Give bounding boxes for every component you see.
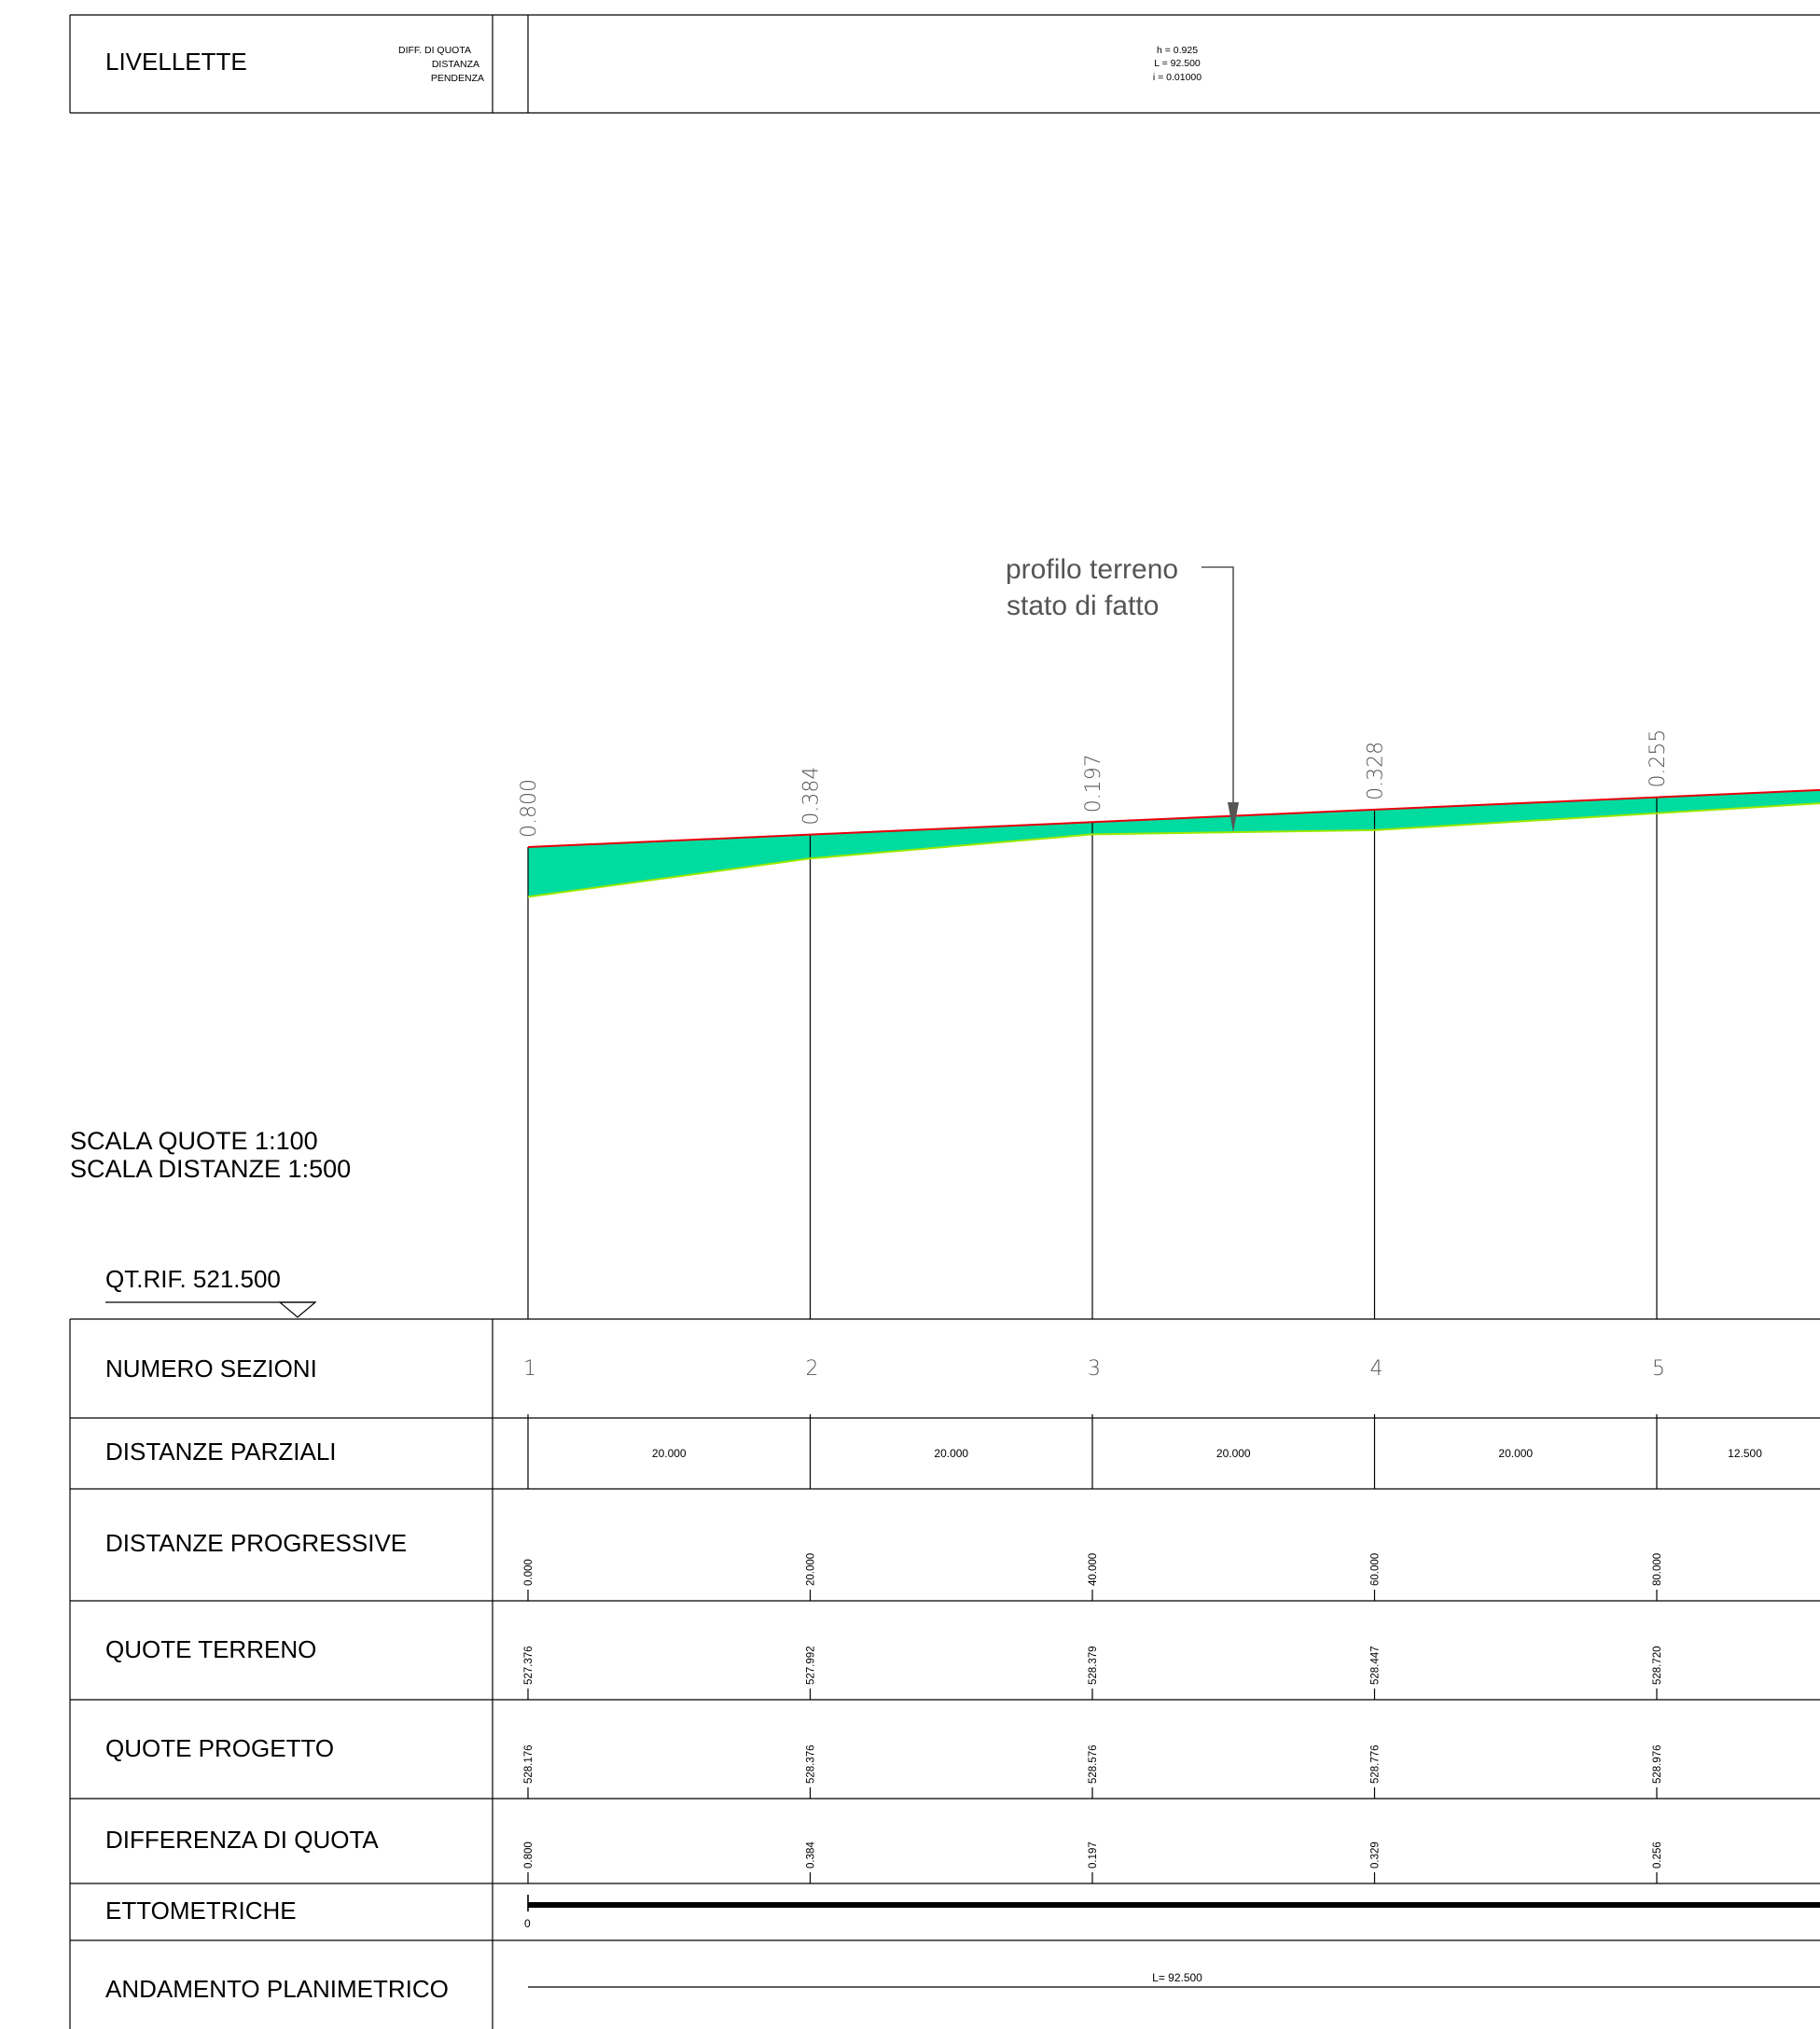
reference-elevation-label: QT.RIF. 521.500 — [105, 1265, 281, 1293]
section-number-3: 3 — [1088, 1357, 1101, 1381]
livellette-box: LIVELLETTE DIFF. DI QUOTA DISTANZA PENDE… — [69, 14, 1820, 114]
row-label-distanze-progressive: DISTANZE PROGRESSIVE — [105, 1529, 407, 1557]
design-elevation-4: 528.776 — [1370, 1744, 1382, 1784]
design-elevation-1: 528.176 — [523, 1744, 535, 1784]
row-label-quote-terreno: QUOTE TERRENO — [105, 1635, 316, 1663]
section-number-1: 1 — [523, 1357, 536, 1381]
elevation-difference-5: 0.256 — [1652, 1841, 1663, 1869]
terrain-elevation-5: 528.720 — [1652, 1646, 1663, 1685]
profile-diff-label-2: 0.384 — [800, 767, 824, 826]
terrain-elevation-4: 528.447 — [1370, 1646, 1382, 1685]
andamento-length-label: L= 92.500 — [1152, 1971, 1202, 1984]
design-elevation-2: 528.376 — [806, 1744, 817, 1784]
terrain-elevation-3: 528.379 — [1088, 1646, 1099, 1685]
design-elevation-3: 528.576 — [1088, 1744, 1099, 1784]
livellette-sublabel-pendenza: PENDENZA — [431, 73, 484, 84]
annotation-line-2: stato di fatto — [1007, 591, 1159, 621]
partial-distance-5: 12.500 — [1728, 1447, 1762, 1460]
profile-chart: 0.800 0.384 0.197 0.328 0.255 — [518, 730, 1820, 1319]
profile-diff-label-1: 0.800 — [518, 779, 541, 838]
livellette-sublabel-distanza: DISTANZA — [432, 59, 479, 70]
annotation-arrow-head — [1228, 802, 1239, 832]
elevation-difference-4: 0.329 — [1370, 1841, 1382, 1869]
section-number-4: 4 — [1370, 1357, 1383, 1381]
terrain-profile-line — [527, 802, 1820, 898]
data-table: NUMERO SEZIONI DISTANZE PARZIALI DISTANZ… — [69, 1318, 1820, 2029]
profile-diff-label-5: 0.255 — [1646, 730, 1670, 788]
profile-elevation-labels: 0.800 0.384 0.197 0.328 0.255 — [518, 730, 1670, 838]
design-elevation-5: 528.976 — [1652, 1744, 1663, 1784]
row-label-ettometriche: ETTOMETRICHE — [105, 1897, 297, 1925]
row-label-numero-sezioni: NUMERO SEZIONI — [105, 1355, 317, 1383]
profile-diff-label-4: 0.328 — [1365, 742, 1388, 800]
partial-distance-1: 20.000 — [652, 1447, 687, 1460]
annotation-leader-line — [1202, 566, 1234, 817]
terrain-elevation-1: 527.376 — [523, 1646, 535, 1685]
livellette-title: LIVELLETTE — [105, 48, 247, 76]
annotation-line-1: profilo terreno — [1006, 554, 1178, 585]
partial-distance-3: 20.000 — [1216, 1447, 1251, 1460]
livelletta-l-value: L = 92.500 — [1154, 58, 1201, 69]
livelletta-i-value: i = 0.01000 — [1153, 72, 1202, 83]
table-cells: 1 20.000 0.000 527.376 528.176 0.800 2 20.000 20… — [523, 1357, 1762, 1883]
profile-diff-label-3: 0.197 — [1082, 754, 1105, 813]
elevation-difference-1: 0.800 — [523, 1841, 535, 1869]
elevation-difference-3: 0.197 — [1088, 1841, 1099, 1869]
section-number-5: 5 — [1652, 1357, 1665, 1381]
cut-fill-area — [528, 789, 1820, 897]
terrain-elevation-2: 527.992 — [806, 1646, 817, 1685]
row-label-quote-progetto: QUOTE PROGETTO — [105, 1734, 334, 1762]
livelletta-h-value: h = 0.925 — [1157, 45, 1198, 56]
scale-quote-label: SCALA QUOTE 1:100 — [70, 1127, 318, 1155]
progressive-distance-5: 80.000 — [1652, 1553, 1663, 1586]
section-number-2: 2 — [806, 1357, 819, 1381]
ettometriche-start-label: 0 — [524, 1917, 531, 1930]
partial-distance-4: 20.000 — [1498, 1447, 1533, 1460]
row-label-differenza-di-quota: DIFFERENZA DI QUOTA — [105, 1826, 379, 1854]
reference-triangle-icon — [278, 1301, 317, 1318]
progressive-distance-3: 40.000 — [1088, 1553, 1099, 1586]
reference-elevation: QT.RIF. 521.500 — [105, 1265, 317, 1318]
row-label-distanze-parziali: DISTANZE PARZIALI — [105, 1438, 337, 1466]
row-label-andamento-planimetrico: ANDAMENTO PLANIMETRICO — [105, 1975, 449, 2003]
section-verticals — [527, 797, 1658, 1319]
progressive-distance-2: 20.000 — [806, 1553, 817, 1586]
terrain-annotation: profilo terreno stato di fatto — [1006, 554, 1239, 832]
livellette-sublabel-diff: DIFF. DI QUOTA — [398, 45, 471, 56]
progressive-distance-4: 60.000 — [1370, 1553, 1382, 1586]
elevation-difference-2: 0.384 — [806, 1841, 817, 1869]
design-profile-line — [527, 788, 1820, 848]
progressive-distance-1: 0.000 — [523, 1559, 535, 1586]
partial-distance-2: 20.000 — [934, 1447, 968, 1460]
scale-distanze-label: SCALA DISTANZE 1:500 — [70, 1155, 351, 1183]
